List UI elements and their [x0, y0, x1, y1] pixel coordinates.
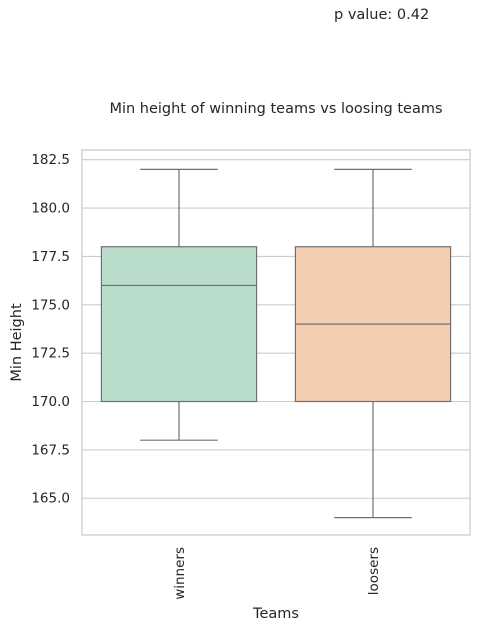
x-axis-label: Teams	[252, 606, 299, 622]
y-tick-label: 177.5	[31, 249, 70, 265]
p-value-annotation: p value: 0.42	[334, 7, 430, 23]
plot-frame	[81, 149, 471, 536]
x-tick-label: winners	[172, 547, 188, 600]
box-winners	[100, 246, 258, 403]
y-tick-label: 182.5	[31, 152, 70, 168]
y-tick-label: 172.5	[31, 346, 70, 362]
y-tick-label: 167.5	[31, 442, 70, 458]
y-tick-label: 165.0	[31, 491, 70, 507]
x-tick-label: loosers	[366, 547, 382, 595]
y-tick-label: 170.0	[31, 394, 70, 410]
y-tick-label: 175.0	[31, 297, 70, 313]
y-axis-label: Min Height	[9, 303, 25, 382]
chart-title: Min height of winning teams vs loosing t…	[109, 101, 443, 117]
y-tick-label: 180.0	[31, 201, 70, 217]
